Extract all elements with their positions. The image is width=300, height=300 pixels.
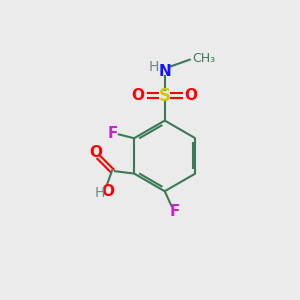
- Text: CH₃: CH₃: [193, 52, 216, 64]
- Text: O: O: [89, 146, 102, 160]
- Text: F: F: [169, 204, 180, 219]
- Text: H: H: [148, 60, 159, 74]
- Text: H: H: [94, 186, 105, 200]
- Text: S: S: [159, 86, 171, 104]
- Text: N: N: [158, 64, 171, 79]
- Text: F: F: [108, 126, 118, 141]
- Text: O: O: [132, 88, 145, 103]
- Text: O: O: [101, 184, 114, 199]
- Text: O: O: [185, 88, 198, 103]
